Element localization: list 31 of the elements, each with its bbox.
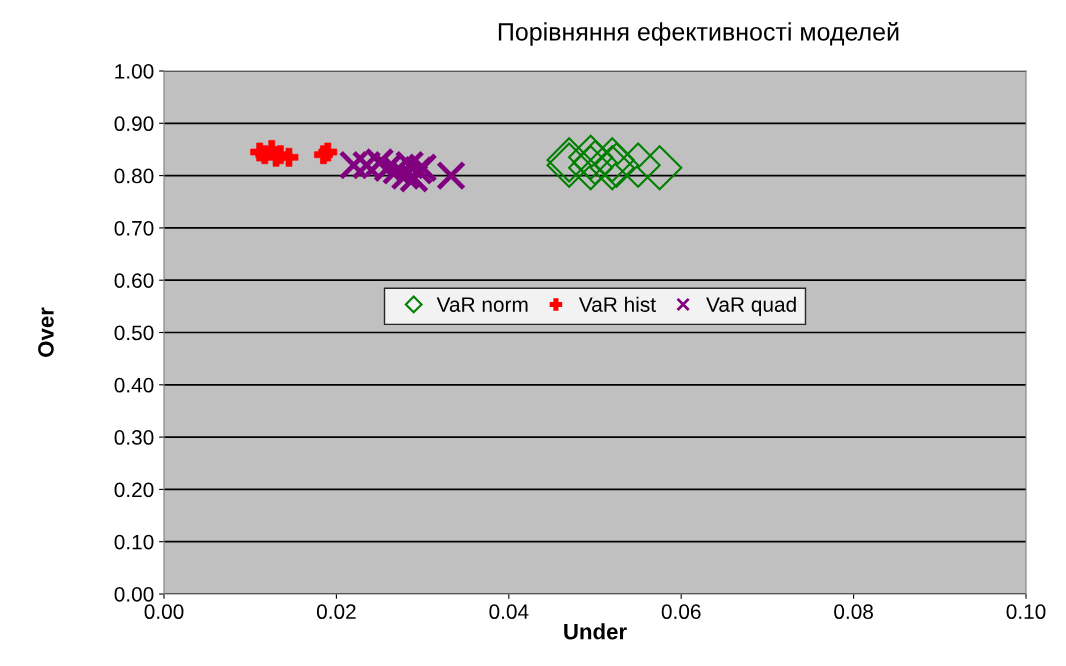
x-tick-label: 0.06 bbox=[661, 604, 701, 620]
y-tick-label: 0.20 bbox=[114, 482, 154, 498]
y-tick-label: 0.50 bbox=[114, 325, 154, 341]
y-tick-label: 0.40 bbox=[114, 377, 154, 393]
x-tick-label: 0.04 bbox=[489, 604, 529, 620]
legend-label: VaR quad bbox=[706, 296, 796, 317]
point bbox=[572, 139, 618, 186]
chart-title: Порівняння ефективності моделей bbox=[498, 21, 899, 46]
legend-label: VaR norm bbox=[436, 297, 528, 312]
legend-label: VaR hist bbox=[578, 296, 656, 312]
point bbox=[637, 145, 683, 191]
point bbox=[390, 160, 421, 191]
y-tick-label: 0.30 bbox=[114, 430, 154, 445]
point bbox=[399, 163, 429, 194]
x-tick-label: 0.00 bbox=[144, 604, 184, 620]
x-tick-label: 0.10 bbox=[1006, 604, 1046, 620]
y-tick-label: 1.00 bbox=[115, 64, 154, 79]
y-tick-label: 0.10 bbox=[114, 534, 154, 550]
y-tick-label: 0.70 bbox=[114, 220, 154, 236]
x-tick-label: 0.08 bbox=[834, 604, 873, 620]
x-tick-label: 0.02 bbox=[316, 604, 356, 620]
point bbox=[615, 142, 661, 188]
x-axis-title: Under bbox=[564, 623, 627, 640]
point bbox=[568, 134, 614, 180]
y-tick-label: 0.80 bbox=[114, 168, 154, 184]
point bbox=[436, 160, 466, 191]
y-tick-label: 0.00 bbox=[114, 587, 154, 602]
y-axis-title: Over bbox=[38, 307, 54, 357]
y-tick-label: 0.60 bbox=[114, 273, 154, 288]
y-tick-label: 0.90 bbox=[114, 116, 154, 132]
point bbox=[568, 145, 614, 191]
